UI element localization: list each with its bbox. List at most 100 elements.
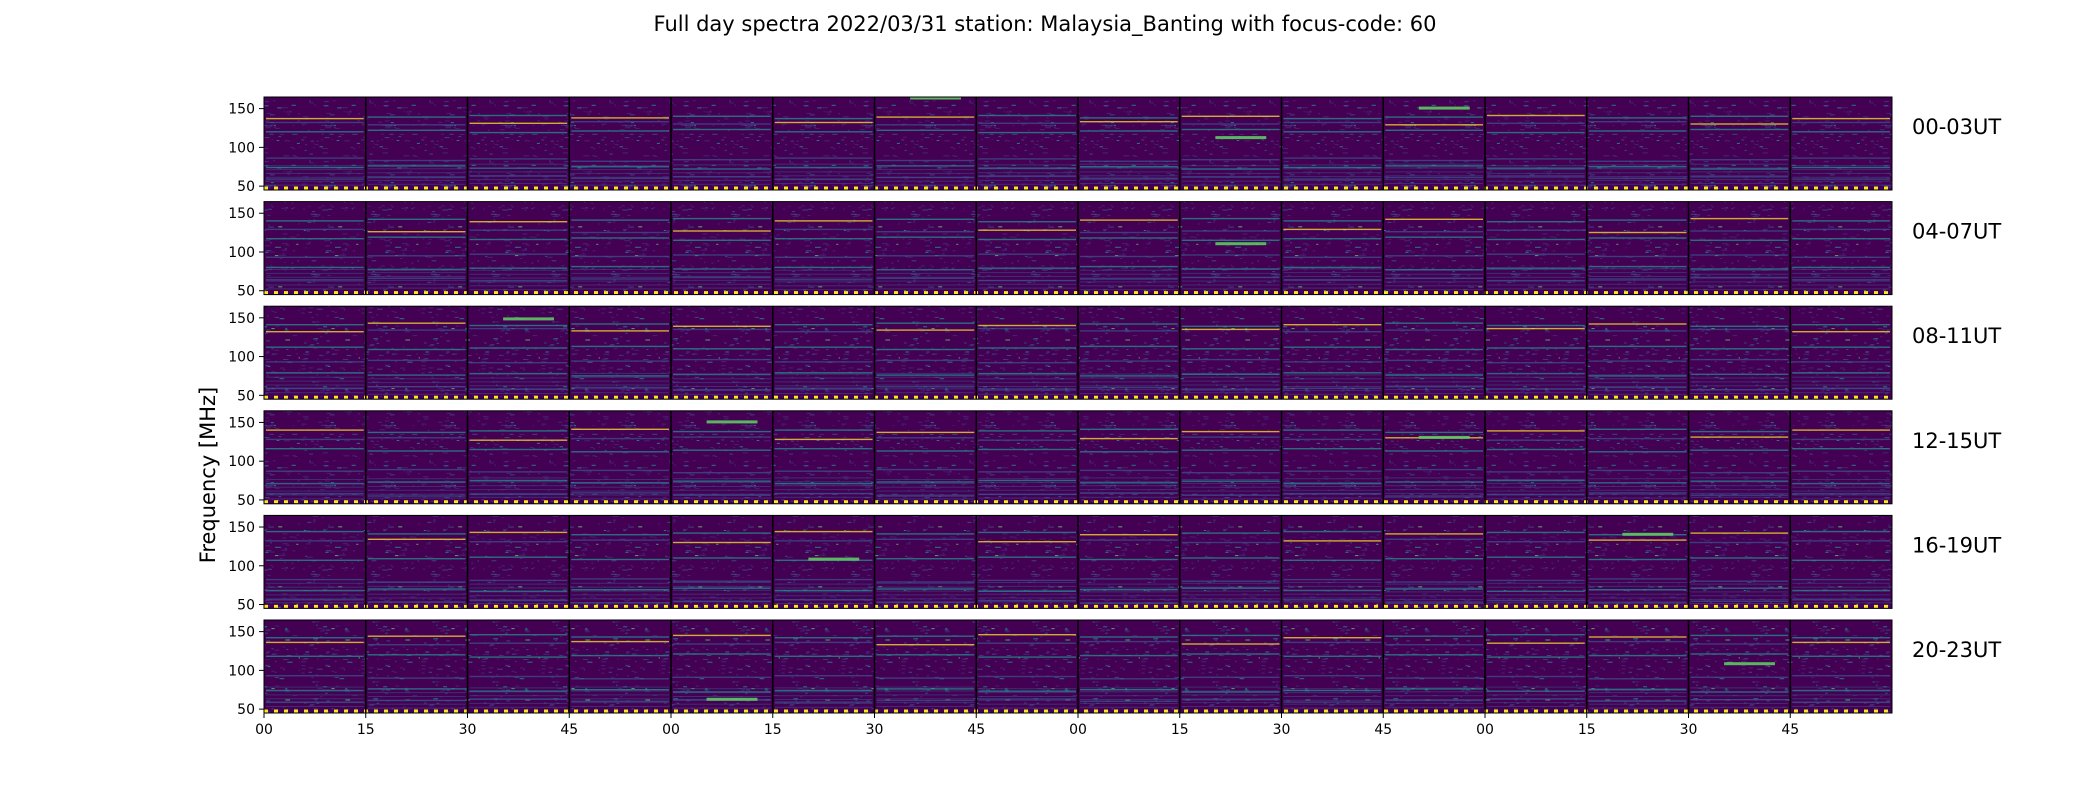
- striation: [1792, 180, 1890, 182]
- striation: [1487, 486, 1585, 488]
- striation: [266, 498, 364, 500]
- striation: [978, 692, 1076, 694]
- striation: [266, 598, 364, 600]
- frequency-band: [469, 690, 568, 692]
- frequency-band: [571, 578, 669, 580]
- striation: [1283, 374, 1382, 376]
- striation: [774, 171, 873, 173]
- striation: [876, 269, 975, 270]
- frequency-band: [571, 689, 669, 691]
- frequency-band: [1283, 492, 1382, 495]
- striation: [673, 378, 771, 380]
- striation: [367, 493, 466, 495]
- frequency-band: [1385, 255, 1483, 257]
- y-tick-label: 50: [237, 284, 255, 300]
- striation: [1080, 285, 1178, 287]
- striation: [1080, 389, 1178, 391]
- frequency-band: [469, 599, 568, 602]
- frequency-band: [1792, 530, 1890, 533]
- frequency-band: [1792, 637, 1890, 639]
- striation: [1080, 492, 1178, 494]
- frequency-band: [1487, 167, 1585, 169]
- striation: [367, 478, 466, 480]
- striation: [469, 687, 568, 689]
- frequency-band: [266, 166, 364, 169]
- striation: [469, 183, 568, 184]
- striation: [1487, 380, 1585, 382]
- striation: [1792, 598, 1890, 600]
- striation: [1283, 268, 1382, 270]
- frequency-band: [1385, 176, 1483, 179]
- striation: [266, 384, 364, 386]
- striation: [774, 583, 873, 585]
- striation: [1588, 601, 1687, 603]
- striation: [876, 686, 975, 688]
- striation: [469, 179, 568, 181]
- frequency-band: [1792, 166, 1890, 169]
- frequency-band: [876, 431, 975, 434]
- frequency-band: [1690, 176, 1789, 178]
- striation: [1588, 489, 1687, 491]
- frequency-band: [1588, 278, 1687, 280]
- striation: [1385, 277, 1483, 279]
- frequency-band: [266, 346, 364, 348]
- y-tick-label: 100: [228, 559, 255, 575]
- striation: [1181, 176, 1280, 178]
- striation: [1283, 389, 1382, 391]
- frequency-band: [1080, 166, 1178, 168]
- striation: [1080, 163, 1178, 165]
- striation: [774, 163, 873, 165]
- frequency-band: [266, 655, 364, 657]
- striation: [673, 272, 771, 274]
- striation: [266, 392, 364, 394]
- striation: [571, 698, 669, 700]
- striation: [1181, 686, 1280, 688]
- striation: [774, 281, 873, 283]
- striation: [774, 485, 873, 487]
- frequency-band: [1792, 220, 1890, 222]
- striation: [1385, 603, 1483, 604]
- striation: [469, 591, 568, 593]
- x-tick-label: 45: [967, 722, 985, 738]
- striation: [1487, 269, 1585, 270]
- frequency-band: [774, 117, 873, 120]
- striation: [1690, 393, 1789, 394]
- striation: [469, 702, 568, 704]
- frequency-band: [1792, 131, 1890, 133]
- striation: [876, 706, 975, 707]
- striation: [1487, 594, 1585, 596]
- frequency-band: [673, 436, 771, 438]
- striation: [1283, 164, 1382, 166]
- striation: [367, 585, 466, 587]
- frequency-band: [1690, 634, 1789, 637]
- striation: [266, 172, 364, 174]
- frequency-band: [1080, 323, 1178, 325]
- frequency-band: [1690, 348, 1789, 350]
- frequency-band: [876, 635, 975, 637]
- frequency-band: [367, 538, 466, 540]
- frequency-band: [1487, 479, 1585, 482]
- striation: [1181, 582, 1280, 584]
- striation: [1080, 603, 1178, 604]
- frequency-band: [1487, 238, 1585, 241]
- y-tick-label: 100: [228, 663, 255, 679]
- striation: [673, 179, 771, 181]
- frequency-band: [1385, 558, 1483, 560]
- frequency-band: [978, 167, 1076, 169]
- striation: [1792, 590, 1890, 592]
- striation: [266, 276, 364, 278]
- striation: [571, 594, 669, 596]
- striation: [1487, 602, 1585, 604]
- frequency-band: [1385, 165, 1483, 167]
- striation: [1283, 386, 1382, 387]
- frequency-band: [469, 493, 568, 496]
- striation: [571, 694, 669, 696]
- striation: [469, 373, 568, 375]
- y-tick-label: 100: [228, 245, 255, 261]
- frequency-band: [774, 279, 873, 281]
- striation: [978, 386, 1076, 387]
- striation: [1385, 175, 1483, 177]
- striation: [469, 599, 568, 601]
- frequency-band: [1690, 276, 1789, 279]
- striation: [1690, 702, 1789, 704]
